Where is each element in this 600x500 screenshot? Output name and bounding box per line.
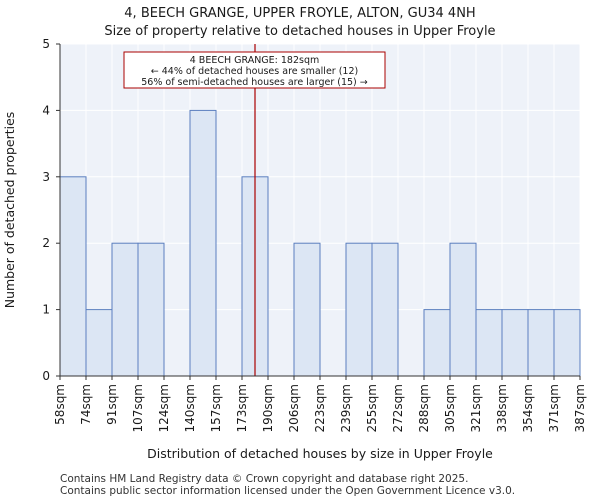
- y-tick-label: 4: [42, 103, 50, 117]
- bar-288sqm: [423, 309, 451, 377]
- x-tick-label: 58sqm: [53, 384, 67, 425]
- annotation-line-1: 4 BEECH GRANGE: 182sqm: [190, 55, 320, 66]
- x-tick-label: 305sqm: [443, 384, 457, 432]
- x-tick-label: 190sqm: [261, 384, 275, 432]
- x-tick-label: 107sqm: [131, 384, 145, 432]
- x-tick-label: 173sqm: [235, 384, 249, 432]
- y-tick-label: 5: [42, 37, 50, 51]
- bar-371sqm: [553, 309, 581, 377]
- x-tick-label: 223sqm: [313, 384, 327, 432]
- x-tick-label: 74sqm: [79, 384, 93, 425]
- annotation-line-3: 56% of semi-detached houses are larger (…: [141, 77, 368, 88]
- bar-305sqm: [449, 242, 477, 377]
- x-tick-label: 272sqm: [391, 384, 405, 432]
- bar-91sqm: [111, 242, 139, 377]
- bar-206sqm: [293, 242, 321, 377]
- chart-title: 4, BEECH GRANGE, UPPER FROYLE, ALTON, GU…: [124, 6, 476, 21]
- bar-321sqm: [475, 309, 503, 377]
- y-tick-label: 2: [42, 236, 50, 250]
- footer-line-2: Contains public sector information licen…: [60, 485, 516, 497]
- y-axis-label: Number of detached properties: [2, 112, 17, 309]
- bar-107sqm: [137, 242, 165, 377]
- footer-line-1: Contains HM Land Registry data © Crown c…: [60, 473, 469, 485]
- bar-74sqm: [85, 309, 113, 377]
- y-tick-label: 1: [42, 303, 50, 317]
- annotation-line-2: ← 44% of detached houses are smaller (12…: [151, 66, 358, 77]
- x-tick-label: 140sqm: [183, 384, 197, 432]
- x-tick-label: 124sqm: [157, 384, 171, 432]
- x-tick-label: 206sqm: [287, 384, 301, 432]
- x-tick-label: 157sqm: [209, 384, 223, 432]
- bar-354sqm: [527, 309, 555, 377]
- x-tick-label: 239sqm: [339, 384, 353, 432]
- x-tick-label: 288sqm: [417, 384, 431, 432]
- x-tick-label: 387sqm: [573, 384, 587, 432]
- y-tick-label: 3: [42, 170, 50, 184]
- x-tick-label: 371sqm: [547, 384, 561, 432]
- x-tick-label: 338sqm: [495, 384, 509, 432]
- y-tick-label: 0: [42, 369, 50, 383]
- bar-140sqm: [189, 109, 217, 377]
- bar-58sqm: [59, 176, 87, 377]
- bar-255sqm: [371, 242, 399, 377]
- x-tick-label: 354sqm: [521, 384, 535, 432]
- annotation-box: [123, 51, 386, 89]
- x-tick-label: 321sqm: [469, 384, 483, 432]
- bar-338sqm: [501, 309, 529, 377]
- x-tick-label: 255sqm: [365, 384, 379, 432]
- chart-subtitle: Size of property relative to detached ho…: [104, 24, 496, 39]
- x-tick-label: 91sqm: [105, 384, 119, 425]
- bar-239sqm: [345, 242, 373, 377]
- x-axis-label: Distribution of detached houses by size …: [147, 446, 493, 461]
